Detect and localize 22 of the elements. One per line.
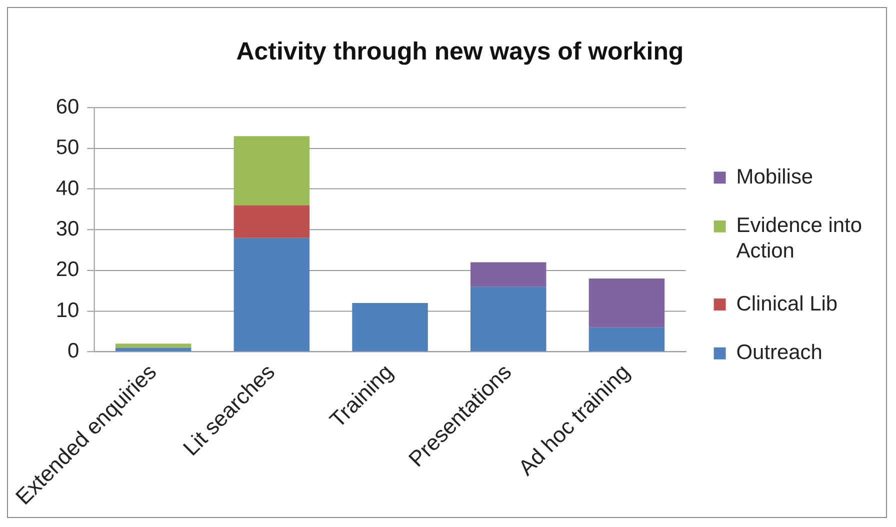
chart-title: Activity through new ways of working bbox=[236, 38, 684, 66]
y-tick-label: 40 bbox=[56, 176, 80, 200]
bar bbox=[234, 238, 310, 352]
y-tick-label: 0 bbox=[68, 340, 80, 363]
legend-label: Outreach bbox=[736, 341, 822, 364]
bar bbox=[234, 205, 310, 238]
bar bbox=[115, 344, 192, 348]
legend-label: Evidence into Action bbox=[736, 214, 862, 262]
y-tick-label: 50 bbox=[56, 136, 80, 160]
y-tick-label: 20 bbox=[56, 258, 80, 282]
bar bbox=[470, 286, 546, 352]
bar bbox=[352, 302, 428, 352]
legend-label: Mobilise bbox=[736, 165, 814, 188]
bar bbox=[115, 348, 192, 352]
legend-label: Clinical Lib bbox=[736, 292, 838, 316]
bar bbox=[234, 136, 310, 206]
bar bbox=[588, 327, 665, 352]
bar bbox=[470, 262, 546, 287]
y-tick-label: 30 bbox=[56, 217, 80, 240]
y-tick-label: 60 bbox=[56, 95, 80, 118]
y-tick-label: 10 bbox=[56, 298, 80, 322]
bar bbox=[588, 278, 665, 328]
